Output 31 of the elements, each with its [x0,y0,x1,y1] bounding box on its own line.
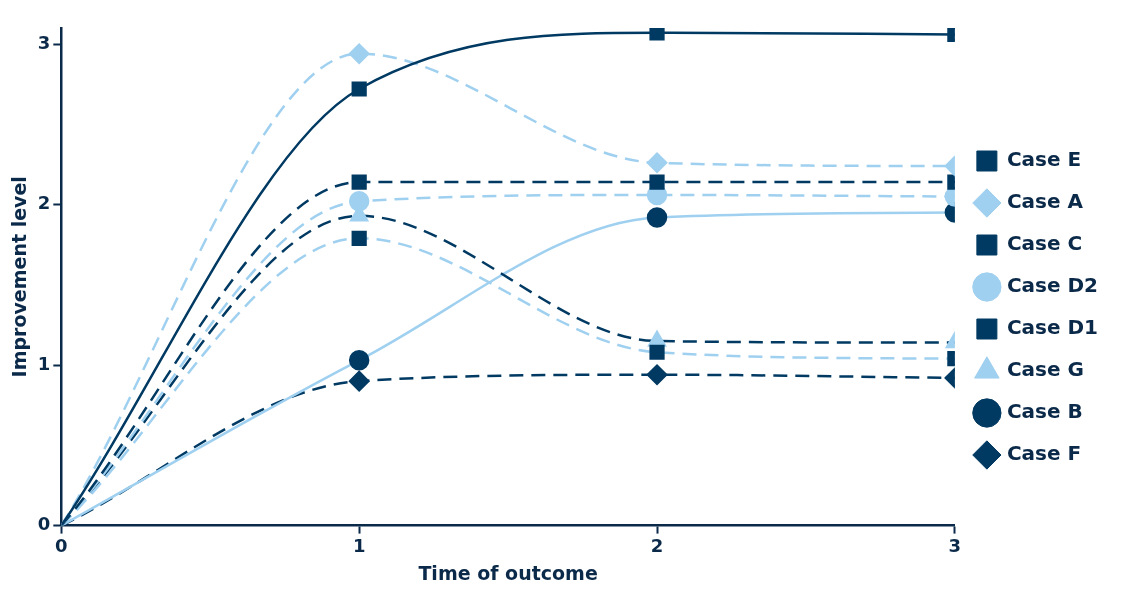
point [646,152,668,174]
point [351,81,367,97]
y-tick-label: 1 [37,352,51,374]
point [351,230,367,246]
legend-label: Case F [1006,441,1082,466]
point [646,207,668,228]
y-tick-label: 0 [37,513,51,535]
legend-label: Case D2 [1006,273,1098,298]
point [351,174,367,190]
legend-label: Case C [1006,231,1083,256]
legend-label: Case A [1006,189,1084,214]
point [348,191,370,212]
x-tick-label: 1 [352,535,366,557]
legend-label: Case D1 [1006,315,1098,340]
point [646,364,668,385]
point [348,370,370,392]
x-tick-label: 3 [948,535,962,557]
legend-label: Case G [1006,357,1084,382]
y-axis-title: Improvement level [8,176,31,378]
point [649,344,665,360]
legend-label: Case B [1006,399,1083,424]
point [348,350,370,371]
y-tick-label: 3 [37,31,51,53]
legend-label: Case E [1006,147,1082,172]
x-tick-label: 2 [650,535,664,557]
x-tick-label: 0 [55,535,68,557]
point [649,174,665,190]
y-tick-label: 2 [37,192,51,214]
point [649,28,665,41]
x-axis-title: Time of outcome [418,561,598,584]
point [348,43,370,64]
